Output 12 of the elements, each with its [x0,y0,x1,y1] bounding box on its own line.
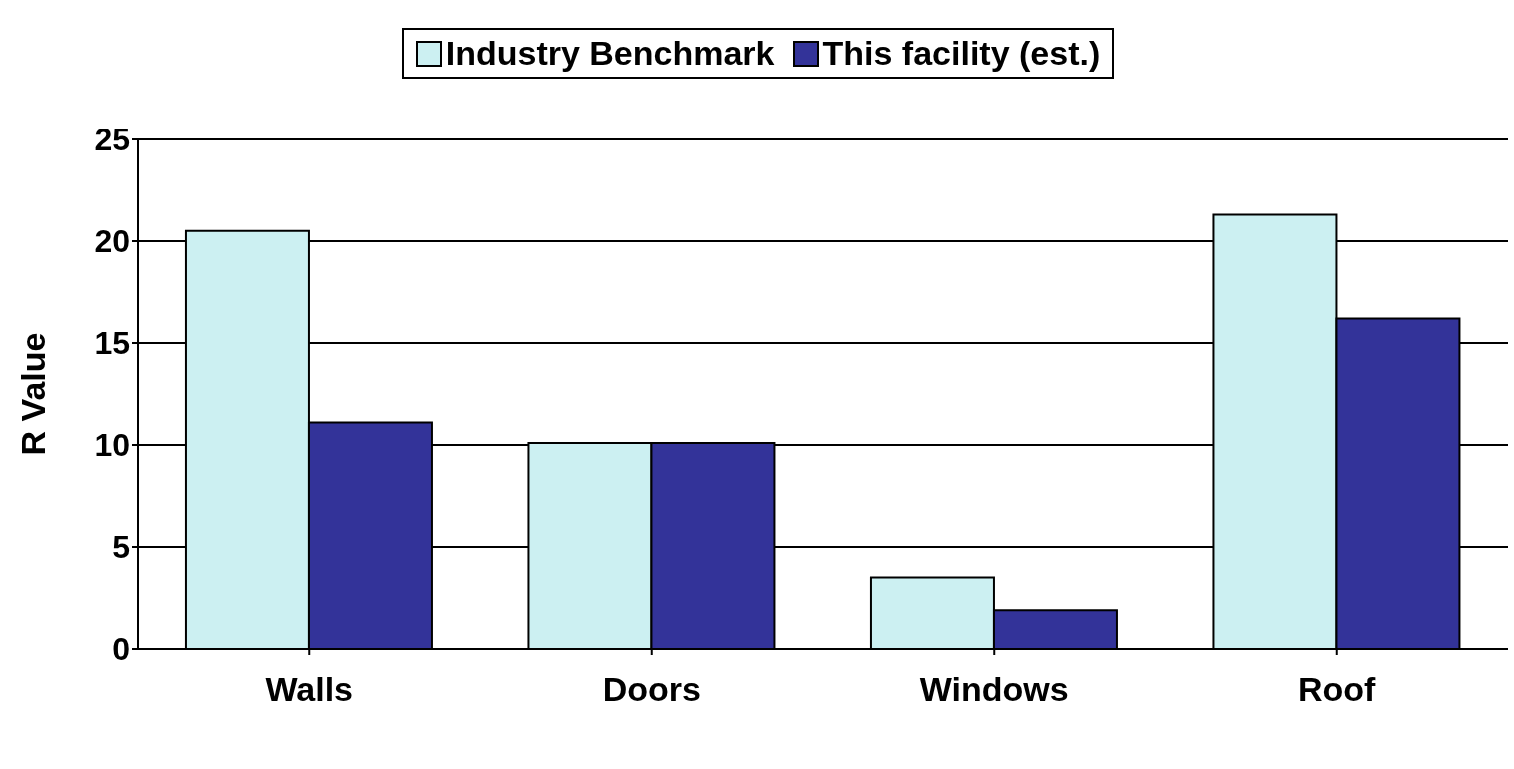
x-tick-label: Roof [1298,670,1377,709]
y-tick-label: 10 [94,427,130,464]
y-axis-title: R Value [14,332,53,456]
legend-label: This facility (est.) [821,34,1101,73]
y-tick-label: 20 [94,223,130,260]
legend-label: Industry Benchmark [444,34,775,73]
y-tick-label: 5 [112,529,130,566]
x-tick-label: Windows [919,670,1069,709]
y-tick-label: 15 [94,325,130,362]
x-tick-label: Walls [265,670,354,709]
x-tick-label: Doors [602,670,701,709]
y-tick-label: 0 [112,631,130,668]
